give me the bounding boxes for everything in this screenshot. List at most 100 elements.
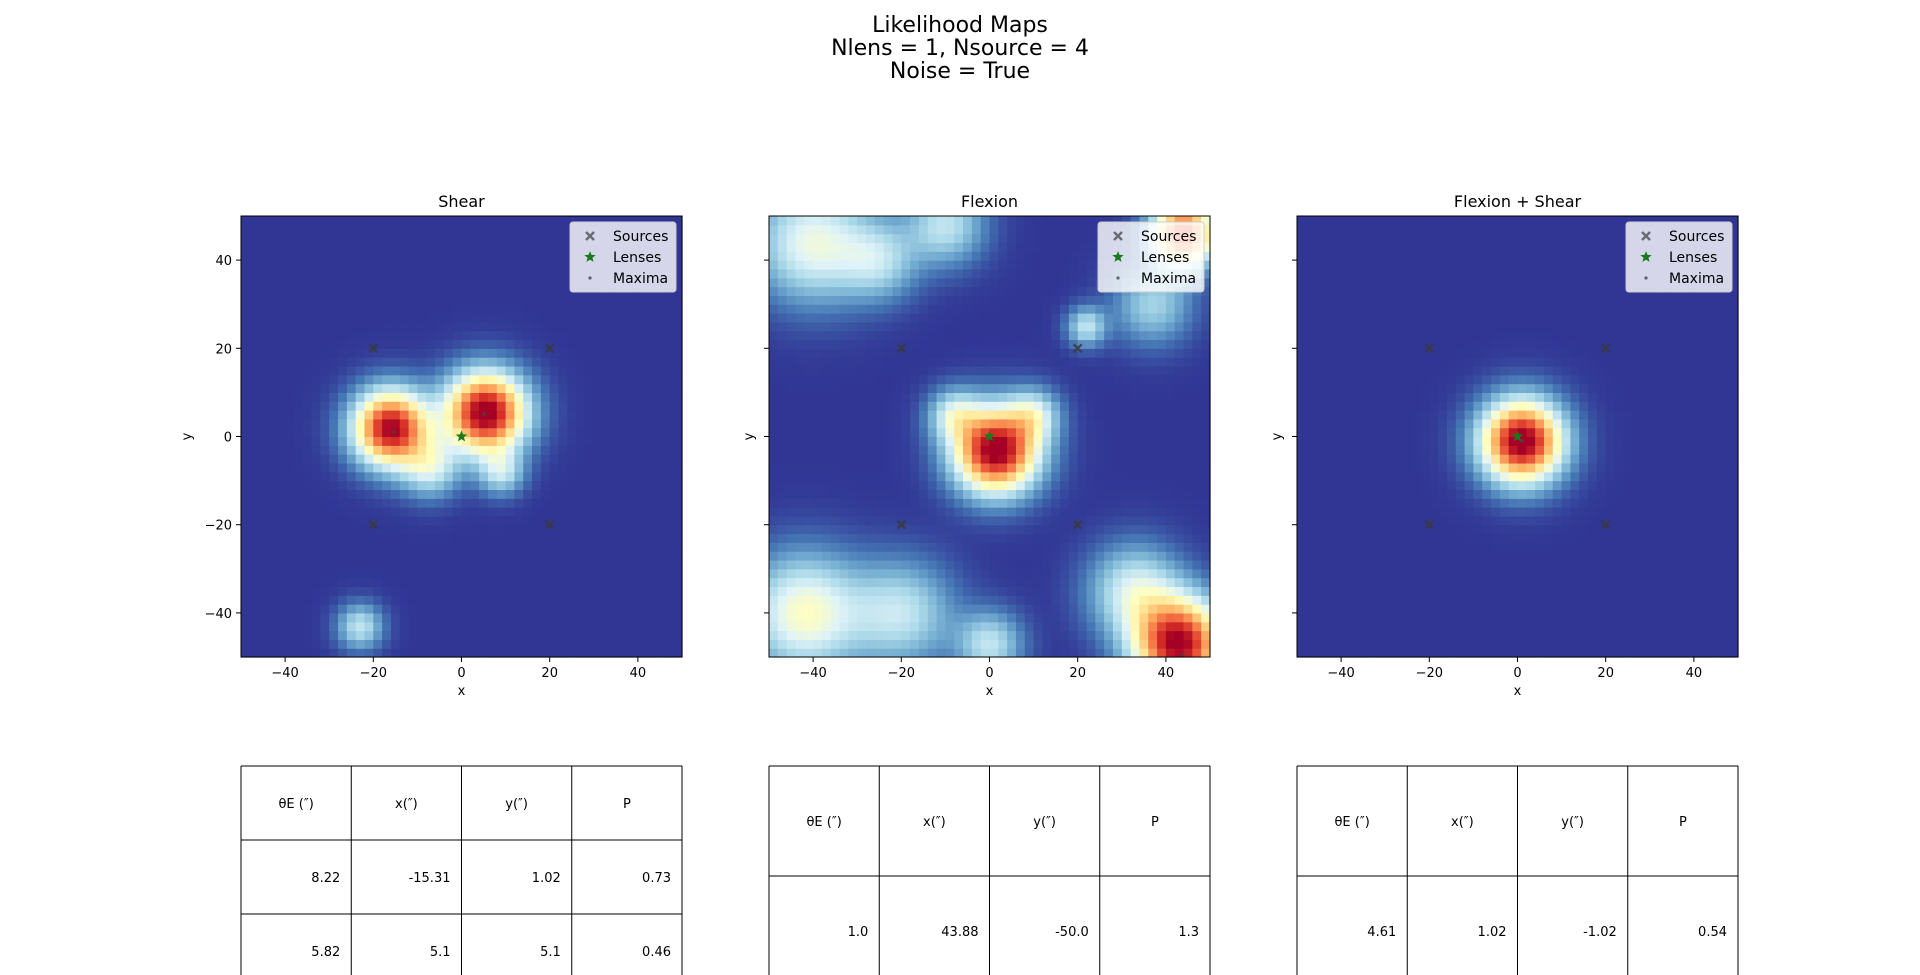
heatmap-cell	[558, 383, 568, 393]
heatmap-cell	[883, 216, 894, 226]
heatmap-cell	[505, 321, 516, 332]
heatmap-cell	[971, 498, 982, 508]
heatmap-cell	[417, 383, 427, 393]
heatmap-cell	[558, 321, 568, 332]
heatmap-cell	[1024, 392, 1035, 402]
heatmap-cell	[830, 295, 841, 305]
heatmap-cell	[1165, 515, 1176, 526]
heatmap-cell	[514, 251, 524, 261]
heatmap-cell	[936, 524, 946, 535]
heatmap-cell	[830, 630, 841, 640]
heatmap-cell	[910, 542, 920, 552]
heatmap-cell	[241, 515, 251, 526]
heatmap-cell	[998, 260, 1008, 270]
heatmap-cell	[1104, 401, 1114, 411]
heatmap-cell	[901, 357, 911, 367]
heatmap-cell	[329, 577, 339, 588]
heatmap-cell	[804, 277, 814, 288]
heatmap-cell	[346, 427, 357, 438]
y-tick-label: 20	[215, 342, 232, 357]
heatmap-cell	[910, 445, 920, 455]
heatmap-cell	[866, 286, 876, 296]
heatmap-cell	[989, 595, 999, 605]
heatmap-cell	[1015, 286, 1026, 296]
heatmap-cell	[355, 242, 366, 252]
heatmap-cell	[329, 286, 339, 296]
heatmap-cell	[355, 392, 366, 402]
heatmap-cell	[549, 568, 560, 579]
heatmap-cell	[426, 401, 436, 411]
heatmap-cell	[629, 454, 639, 464]
heatmap-cell	[1024, 639, 1035, 649]
heatmap-cell	[584, 533, 595, 543]
heatmap-cell	[584, 436, 595, 446]
heatmap-cell	[1165, 542, 1176, 552]
legend-maxima-swatch	[588, 276, 592, 280]
heatmap-cell	[302, 427, 313, 438]
heatmap-cell	[611, 524, 621, 535]
heatmap-cell	[927, 286, 938, 296]
heatmap-cell	[329, 630, 339, 640]
heatmap-cell	[435, 436, 445, 446]
heatmap-cell	[901, 392, 911, 402]
heatmap-cell	[602, 357, 613, 367]
heatmap-cell	[584, 471, 595, 482]
heatmap-cell	[848, 339, 858, 349]
heatmap-cell	[892, 507, 902, 517]
heatmap-cell	[901, 268, 911, 279]
heatmap-cell	[320, 383, 330, 393]
heatmap-cell	[355, 462, 366, 473]
heatmap-cell	[1174, 551, 1185, 561]
heatmap-cell	[777, 595, 788, 605]
heatmap-cell	[320, 224, 330, 235]
heatmap-cell	[936, 445, 946, 455]
heatmap-cell	[611, 612, 621, 623]
heatmap-cell	[954, 436, 964, 446]
heatmap-cell	[1192, 639, 1202, 649]
heatmap-cell	[980, 304, 991, 314]
heatmap-cell	[821, 480, 832, 491]
heatmap-cell	[874, 648, 885, 658]
heatmap-cell	[373, 480, 383, 491]
heatmap-cell	[918, 313, 929, 323]
heatmap-cell	[593, 321, 604, 332]
heatmap-cell	[602, 304, 613, 314]
heatmap-cell	[540, 365, 551, 376]
heatmap-cell	[1174, 604, 1185, 614]
heatmap-cell	[892, 586, 902, 596]
heatmap-cell	[249, 577, 260, 588]
heatmap-cell	[1104, 304, 1114, 314]
heatmap-cell	[241, 462, 251, 473]
heatmap-cell	[883, 621, 894, 632]
heatmap-cell	[1060, 621, 1070, 632]
heatmap-cell	[593, 559, 604, 570]
heatmap-cell	[602, 418, 613, 429]
heatmap-cell	[1148, 498, 1158, 508]
heatmap-cell	[786, 339, 797, 349]
heatmap-cell	[285, 242, 295, 252]
heatmap-cell	[1042, 454, 1052, 464]
heatmap-cell	[602, 454, 613, 464]
heatmap-cell	[1068, 392, 1079, 402]
heatmap-cell	[1007, 524, 1017, 535]
heatmap-cell	[769, 454, 779, 464]
heatmap-cell	[241, 612, 251, 623]
heatmap-cell	[532, 480, 542, 491]
heatmap-cell	[373, 542, 383, 552]
heatmap-cell	[989, 383, 999, 393]
heatmap-cell	[487, 524, 498, 535]
heatmap-cell	[611, 559, 621, 570]
heatmap-cell	[470, 586, 480, 596]
heatmap-cell	[355, 365, 366, 376]
heatmap-cell	[848, 648, 858, 658]
heatmap-cell	[971, 295, 982, 305]
heatmap-cell	[567, 577, 577, 588]
heatmap-cell	[532, 533, 542, 543]
heatmap-cell	[1024, 321, 1035, 332]
heatmap-cell	[285, 568, 295, 579]
heatmap-cell	[567, 604, 577, 614]
heatmap-cell	[821, 233, 832, 244]
heatmap-cell	[777, 648, 788, 658]
heatmap-cell	[795, 401, 805, 411]
heatmap-cell	[311, 630, 321, 640]
